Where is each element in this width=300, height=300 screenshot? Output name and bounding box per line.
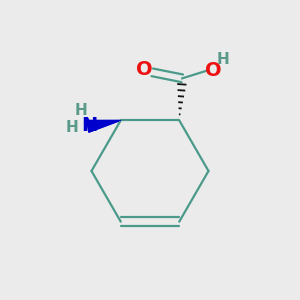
Text: O: O (136, 60, 152, 80)
Text: H: H (66, 120, 79, 135)
Polygon shape (87, 120, 121, 132)
Text: H: H (75, 103, 88, 118)
Text: H: H (217, 52, 230, 67)
Text: O: O (205, 61, 221, 80)
Text: N: N (81, 116, 98, 135)
